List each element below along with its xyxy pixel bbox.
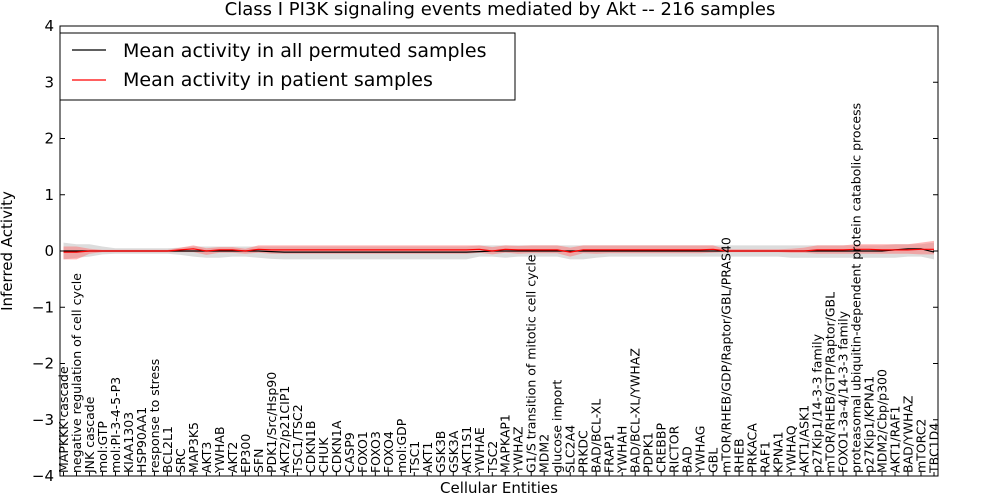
plot-frame: [59, 25, 939, 477]
category-label: mol:GDP: [394, 418, 409, 473]
category-label: YWHAG: [693, 426, 708, 474]
category-label: BAD/BCL-XL/YWHAZ: [628, 348, 643, 473]
x-axis-label: Cellular Entities: [440, 479, 558, 497]
category-label: MAP3K5: [186, 422, 201, 473]
category-label: RAF1: [758, 441, 773, 473]
category-label: mTOR/RHEB/GDP/Raptor/GBL/PRAS40: [719, 237, 734, 473]
category-label: GSK3B: [433, 431, 448, 473]
category-label: p27Kip1/KPNA1: [862, 376, 877, 473]
category-label: GBL: [706, 448, 721, 473]
category-label: G1/S transition of mitotic cell cycle: [524, 254, 539, 473]
category-label: response to stress: [147, 359, 162, 473]
category-label: negative regulation of cell cycle: [69, 273, 84, 473]
category-label: FOXO4: [381, 431, 396, 473]
y-tick-label: −2: [32, 355, 54, 373]
category-label: MDM2: [537, 434, 552, 473]
category-label: mTOR/RHEB/GTP/Raptor/GBL: [823, 292, 838, 473]
category-label: TBC1D4: [927, 423, 942, 474]
category-label: CASP9: [342, 432, 357, 473]
category-label: YWHAE: [472, 427, 487, 474]
y-tick-label: −4: [32, 467, 54, 485]
category-label: YWHAB: [212, 426, 227, 474]
chart-title: Class I PI3K signaling events mediated b…: [225, 0, 776, 20]
category-label: mTORC2: [914, 419, 929, 473]
category-label: RHEB: [732, 438, 747, 473]
category-label: KPNA1: [771, 431, 786, 473]
category-label: FOXO1: [355, 431, 370, 473]
category-label: SFN: [251, 449, 266, 473]
category-label: GSK3A: [446, 430, 461, 473]
category-label: AKT1/RAF1: [888, 406, 903, 473]
category-label: PDK1/Src/Hsp90: [264, 372, 279, 473]
legend-label-permuted: Mean activity in all permuted samples: [123, 40, 486, 62]
category-label: mol:PI-3-4-5-P3: [108, 377, 123, 473]
y-tick-label: 2: [44, 130, 54, 148]
y-tick-label: −1: [32, 298, 54, 316]
category-label: AKT1S1: [459, 426, 474, 473]
legend: Mean activity in all permuted samples Me…: [59, 32, 516, 101]
category-label: BAD/YWHAZ: [901, 396, 916, 473]
y-tick-label: −3: [32, 411, 54, 429]
category-label: PDPK1: [641, 432, 656, 473]
category-label: AKT3: [199, 442, 214, 473]
category-label: JNK cascade: [82, 396, 97, 474]
category-label: MDM2/Cbp/p300: [875, 369, 890, 473]
y-tick-label: 4: [44, 17, 54, 35]
category-label: YWHAQ: [784, 425, 799, 474]
category-label: CREBBP: [654, 423, 669, 473]
category-label: HSP90AA1: [134, 407, 149, 473]
category-label: EP300: [238, 434, 253, 473]
y-axis-label: Inferred Activity: [0, 191, 16, 311]
category-label: TSC2: [485, 441, 500, 474]
category-label: mol:GTP: [95, 421, 110, 473]
series-line-patient: [63, 248, 934, 253]
category-label: FOXO1-3a-4/14-3-3 family: [836, 310, 851, 473]
category-label: CDKN1A: [329, 420, 344, 473]
category-label: AKT2: [225, 442, 240, 473]
category-label: AKT1: [420, 442, 435, 473]
category-label: PRKDC: [576, 430, 591, 473]
category-label: BCL2L1: [160, 426, 175, 473]
category-label: AKT2/p21CIP1: [277, 386, 292, 473]
category-label: FRAP1: [602, 434, 617, 473]
category-label: YWHAZ: [511, 426, 526, 474]
category-label: glucose import: [550, 380, 565, 473]
legend-box: [59, 32, 516, 101]
category-label: TSC1/TSC2: [290, 404, 305, 474]
category-label: SRC: [173, 448, 188, 473]
category-label: SLC2A4: [563, 425, 578, 473]
category-label: TSC1: [407, 441, 422, 474]
category-label: BAD: [680, 446, 695, 473]
plot-area: [63, 240, 935, 260]
y-tick-label: 0: [44, 242, 54, 260]
category-label: proteasomal ubiquitin-dependent protein …: [849, 103, 864, 473]
category-label: PRKACA: [745, 423, 760, 473]
category-label: YWHAH: [615, 426, 630, 474]
category-label: RICTOR: [667, 425, 682, 473]
category-label: p27Kip1/14-3-3 family: [810, 333, 825, 473]
category-label: MAPKAP1: [498, 414, 513, 473]
y-tick-label: 1: [44, 186, 54, 204]
category-label: BAD/BCL-XL: [589, 399, 604, 473]
category-label: AKT1/ASK1: [797, 405, 812, 473]
category-label: FOXO3: [368, 431, 383, 473]
y-axis-ticks: −4 −3 −2 −1 0 1 2 3 4: [32, 17, 938, 485]
y-tick-label: 3: [44, 73, 54, 91]
category-label: KIAA1303: [121, 412, 136, 473]
legend-label-patient: Mean activity in patient samples: [123, 69, 433, 91]
category-label: CDKN1B: [303, 421, 318, 473]
category-label: CHUK: [316, 437, 331, 473]
